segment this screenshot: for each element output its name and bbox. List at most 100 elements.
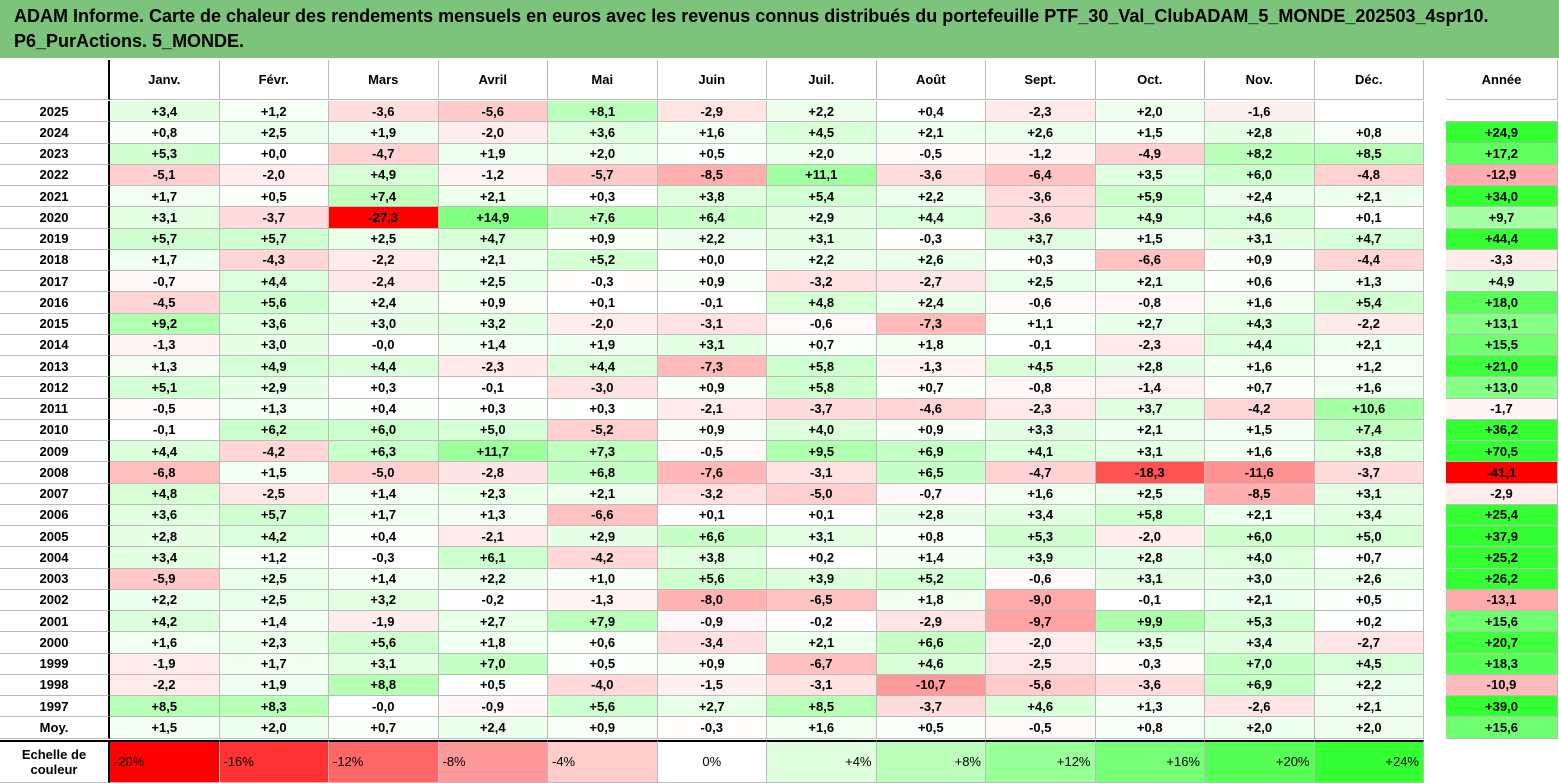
heatmap-cell: -2,0: [548, 313, 658, 335]
heatmap-cell: -5,7: [548, 164, 658, 186]
heatmap-cell: -0,1: [986, 334, 1096, 356]
heatmap-cell: +2,2: [767, 249, 877, 271]
heatmap-cell: -1,2: [986, 143, 1096, 165]
heatmap-cell: +3,3: [986, 419, 1096, 441]
heatmap-cell: +1,4: [329, 568, 439, 590]
heatmap-cell: -5,0: [767, 483, 877, 505]
heatmap-cell: -7,6: [657, 462, 767, 484]
heatmap-cell: +6,1: [438, 547, 548, 569]
heatmap-cell: +2,1: [1095, 419, 1205, 441]
year-total-cell: +9,7: [1446, 207, 1558, 229]
heatmap-cell: -2,9: [876, 611, 986, 633]
average-cell: +0,5: [876, 717, 986, 739]
heatmap-cell: +2,5: [219, 122, 329, 144]
row-label: 2017: [0, 271, 110, 293]
heatmap-cell: +4,4: [876, 207, 986, 229]
heatmap-cell: +5,7: [219, 228, 329, 250]
heatmap-cell: -10,7: [876, 674, 986, 696]
year-total-cell: +20,7: [1446, 632, 1558, 654]
heatmap-cell: +1,8: [438, 632, 548, 654]
heatmap-cell: -0,5: [876, 143, 986, 165]
year-total-cell: +36,2: [1446, 419, 1558, 441]
heatmap-cell: -4,5: [110, 292, 220, 314]
heatmap-cell: +1,2: [219, 547, 329, 569]
heatmap-cell: +3,1: [329, 653, 439, 675]
average-cell: -0,3: [657, 717, 767, 739]
heatmap-cell: +3,7: [986, 228, 1096, 250]
heatmap-cell: +2,5: [219, 568, 329, 590]
heatmap-cell: +5,4: [767, 186, 877, 208]
heatmap-cell: +2,1: [1205, 504, 1315, 526]
heatmap-cell: -4,7: [329, 143, 439, 165]
year-total-cell: +13,1: [1446, 313, 1558, 335]
corner-cell: [0, 60, 110, 100]
heatmap-cell: +3,8: [657, 186, 767, 208]
heatmap-cell: -0,0: [329, 334, 439, 356]
average-cell: +0,7: [329, 717, 439, 739]
year-total-cell: +25,4: [1446, 504, 1558, 526]
heatmap-cell: -0,6: [767, 313, 877, 335]
heatmap-cell: +4,7: [438, 228, 548, 250]
heatmap-cell: +5,3: [110, 143, 220, 165]
heatmap-cell: +0,8: [110, 122, 220, 144]
heatmap-cell: +5,6: [548, 696, 658, 718]
heatmap-cell: +4,6: [1205, 207, 1315, 229]
heatmap-cell: -5,1: [110, 164, 220, 186]
year-total-cell: +13,0: [1446, 377, 1558, 399]
heatmap-cell: -6,5: [767, 589, 877, 611]
column-header: Déc.: [1314, 60, 1424, 100]
heatmap-cell: -2,1: [438, 526, 548, 548]
heatmap-cell: -7,3: [657, 356, 767, 378]
heatmap-cell: +6,4: [657, 207, 767, 229]
heatmap-cell: +4,0: [767, 419, 877, 441]
row-label: 2008: [0, 462, 110, 484]
heatmap-cell: -2,2: [1314, 313, 1424, 335]
heatmap-cell: +0,3: [986, 249, 1096, 271]
heatmap-cell: -3,1: [657, 313, 767, 335]
heatmap-cell: +3,2: [329, 589, 439, 611]
heatmap-cell: +1,6: [110, 632, 220, 654]
row-label: 2014: [0, 334, 110, 356]
heatmap-cell: -8,5: [1205, 483, 1315, 505]
heatmap-cell: +6,3: [329, 441, 439, 463]
row-label: 2000: [0, 632, 110, 654]
heatmap-cell: +3,4: [986, 504, 1096, 526]
column-header: Févr.: [219, 60, 329, 100]
heatmap-cell: +8,5: [110, 696, 220, 718]
heatmap-cell: -9,7: [986, 611, 1096, 633]
heatmap-cell: -1,6: [1205, 101, 1315, 123]
heatmap-cell: +0,7: [1205, 377, 1315, 399]
heatmap-cell: +0,3: [329, 377, 439, 399]
heatmap-cell: +1,3: [1095, 696, 1205, 718]
heatmap-cell: +5,9: [1095, 186, 1205, 208]
heatmap-cell: +3,1: [1095, 441, 1205, 463]
heatmap-cell: -0,8: [1095, 292, 1205, 314]
heatmap-cell: +0,4: [329, 526, 439, 548]
heatmap-cell: -5,9: [110, 568, 220, 590]
year-total-cell: -12,9: [1446, 164, 1558, 186]
heatmap-cell: +1,2: [1314, 356, 1424, 378]
heatmap-cell: +0,9: [657, 653, 767, 675]
heatmap-cell: -3,6: [329, 101, 439, 123]
row-label: 2001: [0, 611, 110, 633]
heatmap-cell: +1,8: [876, 589, 986, 611]
heatmap-cell: +5,3: [1205, 611, 1315, 633]
heatmap-cell: +6,9: [876, 441, 986, 463]
heatmap-cell: +2,2: [876, 186, 986, 208]
heatmap-cell: +2,9: [767, 207, 877, 229]
year-total-cell: -10,9: [1446, 674, 1558, 696]
heatmap-cell: +8,5: [1314, 143, 1424, 165]
heatmap-cell: +0,1: [767, 504, 877, 526]
heatmap-cell: +4,4: [110, 441, 220, 463]
row-label: 2009: [0, 441, 110, 463]
column-header: Avril: [438, 60, 548, 100]
heatmap-cell: +0,5: [1314, 589, 1424, 611]
year-total-cell: +25,2: [1446, 547, 1558, 569]
heatmap-cell: +3,4: [1205, 632, 1315, 654]
heatmap-cell: +3,1: [1205, 228, 1315, 250]
color-scale-swatch: -20%: [110, 739, 220, 783]
heatmap-cell: +3,1: [1314, 483, 1424, 505]
row-label: 2013: [0, 356, 110, 378]
heatmap-cell: -4,2: [548, 547, 658, 569]
heatmap-cell: +1,3: [1314, 271, 1424, 293]
